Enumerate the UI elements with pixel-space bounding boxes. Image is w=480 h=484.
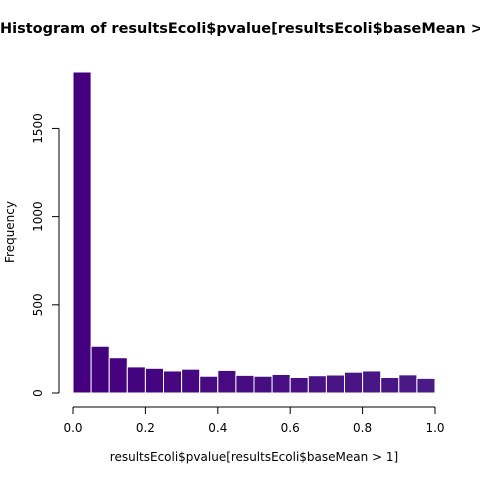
histogram-bar	[381, 377, 399, 393]
chart-title: Histogram of resultsEcoli$pvalue[results…	[0, 21, 480, 37]
histogram-bar	[182, 369, 200, 393]
x-tick-label: 0.8	[353, 421, 372, 435]
histogram-bar	[145, 368, 163, 393]
x-tick-label: 0.4	[208, 421, 227, 435]
histogram-bar	[200, 376, 218, 393]
histogram-bar	[399, 375, 417, 393]
y-axis-label: Frequency	[3, 201, 17, 263]
histogram-bar	[308, 376, 326, 393]
y-tick-label: 0	[31, 389, 45, 397]
x-tick-label: 0.2	[136, 421, 155, 435]
histogram-bar	[272, 374, 290, 393]
histogram-bar	[218, 370, 236, 393]
y-tick-label: 500	[31, 293, 45, 316]
histogram-bar	[417, 378, 435, 393]
histogram-bar	[109, 358, 127, 393]
histogram-bar	[236, 375, 254, 393]
histogram-bar	[91, 346, 109, 393]
x-tick-label: 0.0	[63, 421, 82, 435]
x-axis-label: resultsEcoli$pvalue[resultsEcoli$baseMea…	[110, 450, 398, 464]
histogram-bar	[326, 375, 344, 393]
y-axis: 0 500 1000 1500	[31, 113, 59, 397]
histogram-bar	[254, 376, 272, 393]
y-tick-label: 1000	[31, 201, 45, 232]
x-tick-label: 0.6	[281, 421, 300, 435]
histogram-bar	[363, 371, 381, 393]
x-axis: 0.0 0.2 0.4 0.6 0.8 1.0	[63, 407, 444, 435]
histogram-bar	[127, 367, 145, 393]
x-tick-label: 1.0	[425, 421, 444, 435]
histogram-bar	[73, 72, 91, 393]
y-tick-label: 1500	[31, 113, 45, 144]
histogram-bar	[290, 377, 308, 393]
histogram-bar	[164, 371, 182, 393]
histogram-bar	[345, 372, 363, 393]
bars-group	[73, 72, 435, 393]
